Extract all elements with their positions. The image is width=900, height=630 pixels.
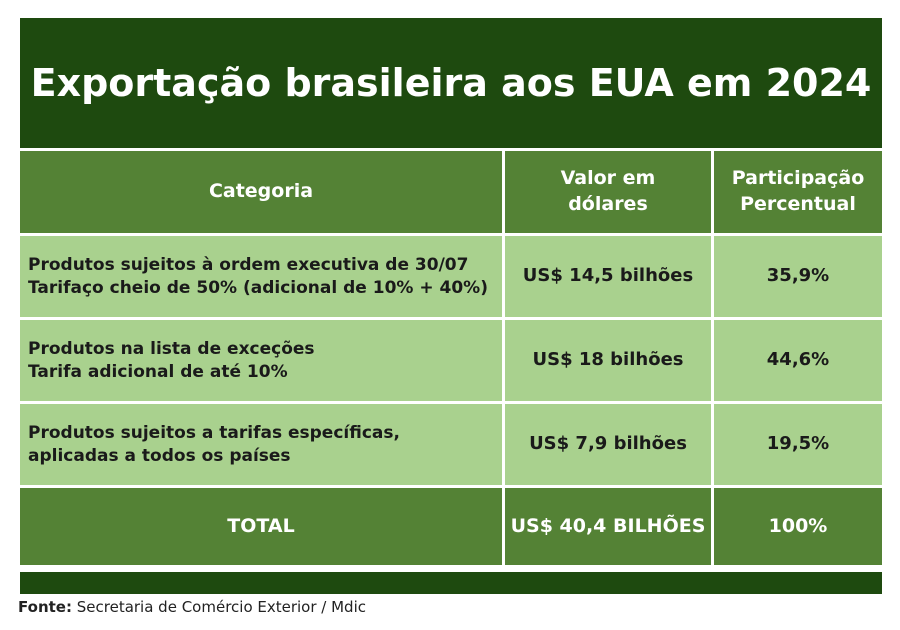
- source-footer: Fonte: Secretaria de Comércio Exterior /…: [18, 598, 366, 616]
- row-category-line2: aplicadas a todos os países: [28, 445, 291, 466]
- total-label: TOTAL: [227, 514, 295, 537]
- row-value: US$ 14,5 bilhões: [522, 265, 694, 287]
- row-share: 35,9%: [766, 265, 830, 287]
- row-share: 44,6%: [766, 349, 830, 371]
- export-table: Categoria Valor em dólares Participação …: [20, 151, 882, 565]
- header-share-line1: Participação: [731, 167, 865, 190]
- total-value-cell: US$ 40,4 BILHÕES: [505, 488, 711, 565]
- row-category-line2: Tarifaço cheio de 50% (adicional de 10% …: [28, 277, 488, 298]
- row-category-line1: Produtos sujeitos a tarifas específicas,: [28, 422, 400, 443]
- total-share-cell: 100%: [714, 488, 882, 565]
- header-category: Categoria: [20, 151, 502, 233]
- source-label: Fonte:: [18, 598, 72, 616]
- row-category-line1: Produtos na lista de exceções: [28, 338, 315, 359]
- header-value: Valor em dólares: [505, 151, 711, 233]
- table-row-value: US$ 18 bilhões: [505, 320, 711, 401]
- table-row-value: US$ 14,5 bilhões: [505, 236, 711, 317]
- table-row-share: 44,6%: [714, 320, 882, 401]
- row-value: US$ 7,9 bilhões: [529, 433, 687, 455]
- row-category-line1: Produtos sujeitos à ordem executiva de 3…: [28, 254, 469, 275]
- row-share: 19,5%: [766, 433, 830, 455]
- infographic-frame: Exportação brasileira aos EUA em 2024 Ca…: [20, 18, 882, 594]
- table-row-category: Produtos sujeitos à ordem executiva de 3…: [20, 236, 502, 317]
- page-title: Exportação brasileira aos EUA em 2024: [30, 61, 872, 105]
- source-text: Secretaria de Comércio Exterior / Mdic: [76, 598, 366, 616]
- header-value-line2: dólares: [568, 193, 648, 215]
- total-label-cell: TOTAL: [20, 488, 502, 565]
- header-value-line1: Valor em: [560, 167, 656, 190]
- row-value: US$ 18 bilhões: [532, 349, 684, 371]
- table-row-category: Produtos na lista de exceções Tarifa adi…: [20, 320, 502, 401]
- header-category-label: Categoria: [208, 180, 314, 203]
- title-banner: Exportação brasileira aos EUA em 2024: [20, 18, 882, 148]
- table-row-value: US$ 7,9 bilhões: [505, 404, 711, 485]
- header-share: Participação Percentual: [714, 151, 882, 233]
- row-category-line2: Tarifa adicional de até 10%: [28, 361, 288, 382]
- total-share: 100%: [768, 514, 828, 537]
- table-row-share: 19,5%: [714, 404, 882, 485]
- bottom-divider-bar: [20, 572, 882, 594]
- total-value: US$ 40,4 BILHÕES: [510, 514, 706, 537]
- table-row-category: Produtos sujeitos a tarifas específicas,…: [20, 404, 502, 485]
- header-share-line2: Percentual: [740, 193, 856, 215]
- table-row-share: 35,9%: [714, 236, 882, 317]
